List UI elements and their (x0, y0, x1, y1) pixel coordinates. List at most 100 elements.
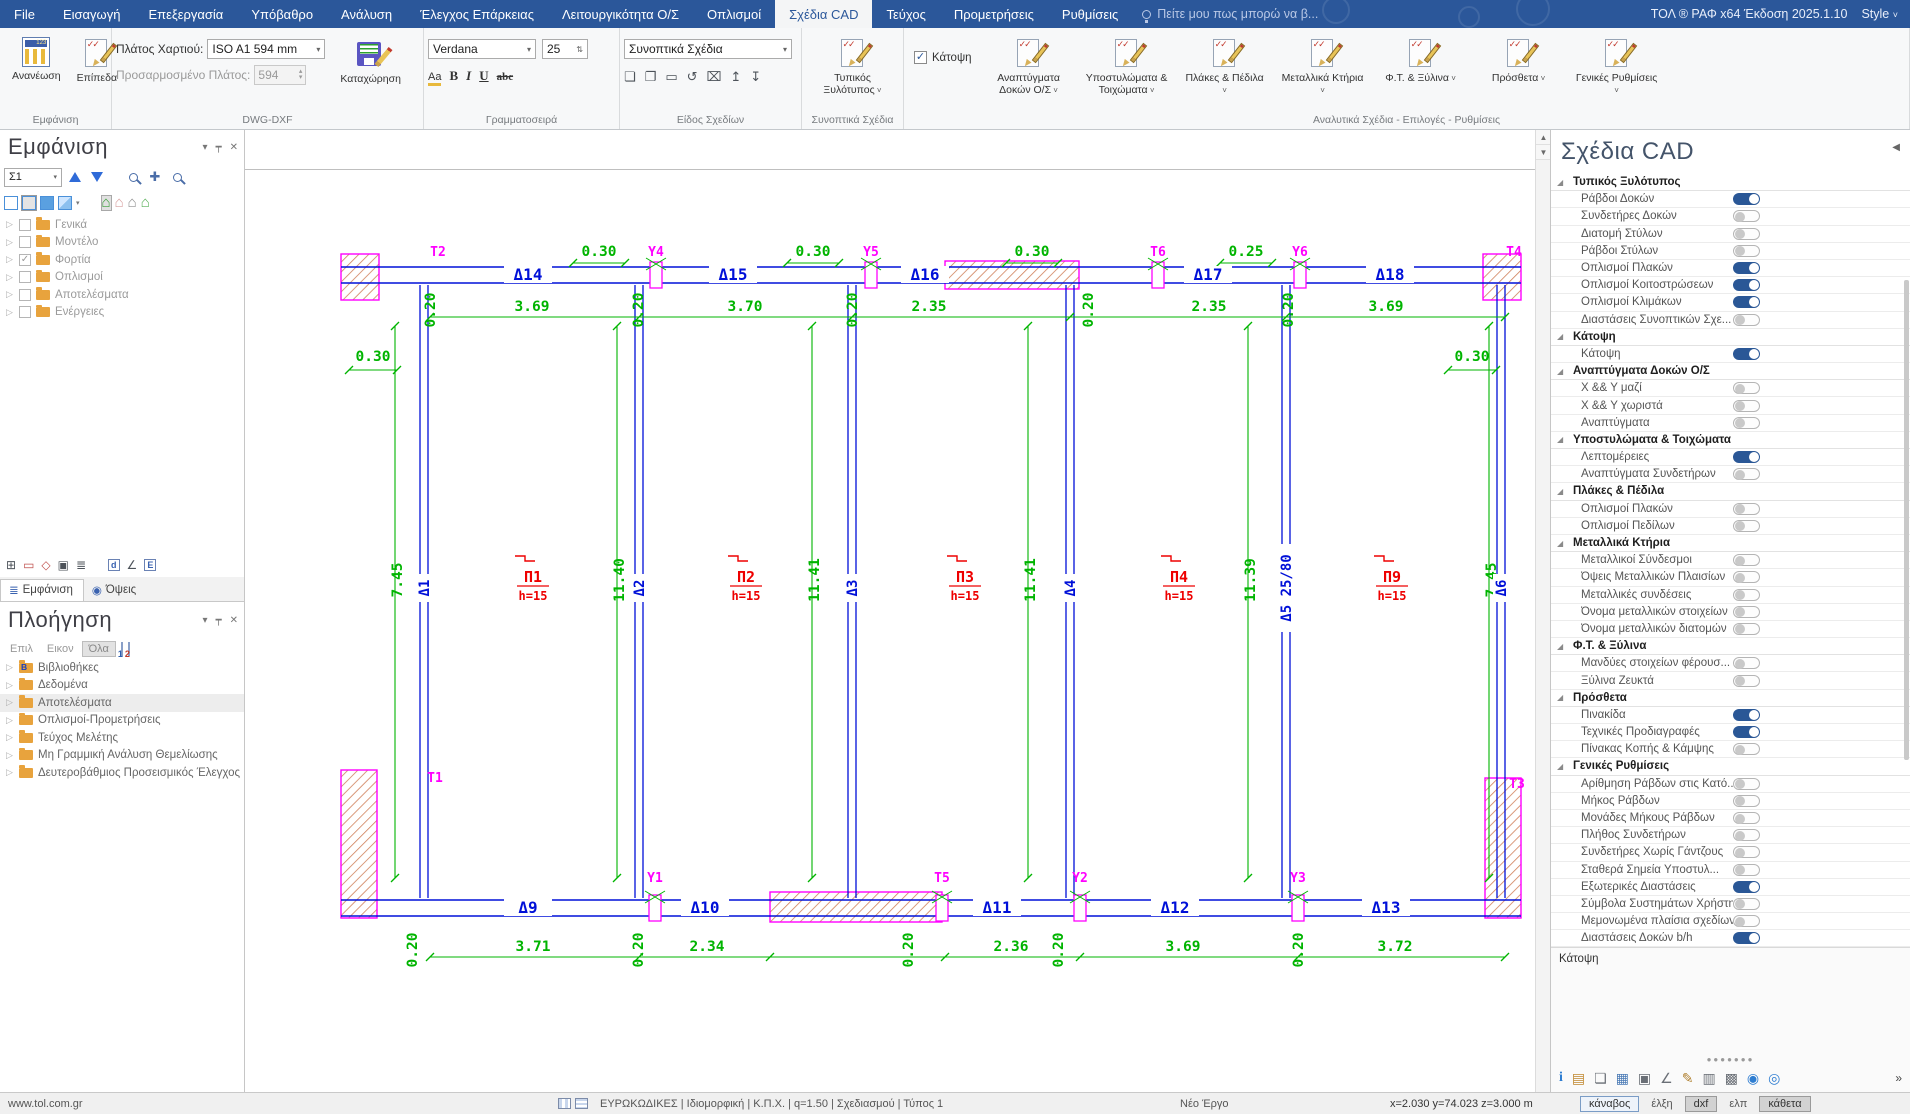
panel-scrollbar-thumb[interactable] (1904, 280, 1909, 760)
view-hiddenline-button[interactable] (21, 195, 37, 211)
expand-icon[interactable]: ▷ (6, 306, 13, 317)
toggle-switch[interactable] (1733, 915, 1760, 928)
toggle-switch[interactable] (1733, 382, 1760, 395)
angle-tool-icon[interactable]: ∠ (1660, 1069, 1673, 1086)
font-size-spinner[interactable]: 25 ⇅ (542, 39, 588, 59)
angle-icon[interactable]: ∠ (126, 558, 138, 573)
expand-icon[interactable]: ▷ (6, 219, 13, 230)
toggle-switch[interactable] (1733, 726, 1760, 739)
expand-icon[interactable]: ▷ (6, 697, 13, 708)
nav-folder[interactable]: ▷ Μη Γραμμική Ανάλυση Θεμελίωσης (0, 747, 244, 765)
elements-icon[interactable]: E (144, 559, 157, 572)
tab-display[interactable]: ≣ Εμφάνιση (0, 579, 84, 602)
toggle-switch[interactable] (1733, 880, 1760, 893)
delete-drawing-icon[interactable]: ⌧ (706, 69, 722, 84)
style-menu[interactable]: Style ˅ (1861, 7, 1898, 21)
drawing-kind-select[interactable]: Συνοπτικά Σχέδια ▾ (624, 39, 792, 59)
pencil-icon[interactable]: ✎ (1681, 1069, 1694, 1086)
nav-mini-tab-Όλα[interactable]: Όλα (81, 640, 116, 657)
pan-button[interactable]: ✚ (146, 168, 164, 186)
collapse-triangle-icon[interactable]: ◢ (1557, 486, 1564, 496)
toggle-switch[interactable] (1733, 227, 1760, 240)
select-filter-icon[interactable]: ▣ (57, 558, 69, 573)
undo-icon[interactable]: ↺ (686, 69, 698, 84)
tree-item-Οπλισμοί[interactable]: ▷ Οπλισμοί (0, 269, 244, 287)
structure-full-button[interactable]: ⌂ (100, 194, 112, 211)
expand-icon[interactable]: ▷ (6, 767, 13, 778)
toggle-switch[interactable] (1733, 863, 1760, 876)
drawing-group-header[interactable]: ◢ Υποστυλώματα & Τοιχώματα (1551, 432, 1910, 449)
collapse-triangle-icon[interactable]: ◢ (1557, 693, 1564, 703)
paper-width-select[interactable]: ISO A1 594 mm ▾ (207, 39, 326, 59)
nav-mini-tab-Εικον[interactable]: Εικον (46, 642, 74, 655)
expand-icon[interactable]: ▷ (6, 679, 13, 690)
toggle-switch[interactable] (1733, 193, 1760, 206)
toggle-switch[interactable] (1733, 674, 1760, 687)
chevron-down-icon[interactable]: ▾ (76, 200, 80, 207)
dimension-icon[interactable]: d (108, 559, 120, 572)
nav-folder[interactable]: ▷ Δεδομένα (0, 677, 244, 695)
status-toggle-ελπ[interactable]: ελπ (1729, 1097, 1748, 1110)
scroll-down-icon[interactable]: ▼ (1536, 145, 1550, 160)
toggle-switch[interactable] (1733, 451, 1760, 464)
toggle-switch[interactable] (1733, 812, 1760, 825)
menu-item-επεξεργασία[interactable]: Επεξεργασία (148, 6, 224, 22)
structure-green-button[interactable]: ⌂ (140, 194, 150, 211)
drawing-group-header[interactable]: ◢ Μεταλλικά Κτήρια (1551, 535, 1910, 553)
panel-dropdown-icon[interactable]: ▾ (202, 614, 208, 626)
menu-item-file[interactable]: File (14, 6, 35, 22)
checkbox-icon[interactable] (19, 218, 31, 231)
typical-formwork-button[interactable]: ✓✓ Τυπικός Ξυλότυπος ˅ (823, 39, 882, 97)
menu-item-ρυθμίσεις[interactable]: Ρυθμίσεις (1061, 6, 1119, 22)
toggle-switch[interactable] (1733, 468, 1760, 481)
grid-icon[interactable]: ▩ (1724, 1069, 1738, 1086)
collapse-triangle-icon[interactable]: ◢ (1557, 538, 1564, 548)
view-sectioned-button[interactable] (58, 196, 72, 210)
toggle-switch[interactable] (1733, 210, 1760, 223)
checkbox-icon[interactable] (19, 271, 31, 284)
clear-format-button[interactable]: Aa (428, 67, 442, 86)
drawing-group-header[interactable]: ◢ Κάτοψη (1551, 329, 1910, 346)
ribbon-button-4[interactable]: ✓✓ Φ.Τ. & Ξύλινα ˅ (1385, 39, 1456, 84)
globe-icon[interactable]: ◉ (1746, 1069, 1760, 1086)
bold-button[interactable]: B (449, 68, 459, 83)
drawing-group-header[interactable]: ◢ Πλάκες & Πέδιλα (1551, 483, 1910, 501)
toggle-switch[interactable] (1733, 313, 1760, 326)
drawing-group-header[interactable]: ◢ Τυπικός Ξυλότυπος (1551, 174, 1910, 192)
splitter-handle[interactable]: ●●●●●●● (1706, 1055, 1755, 1064)
collapse-triangle-icon[interactable]: ◢ (1557, 641, 1564, 651)
chart-icon[interactable]: ▦ (1615, 1069, 1629, 1086)
layers-icon[interactable]: ▤ (1571, 1069, 1586, 1086)
toggle-switch[interactable] (1733, 829, 1760, 842)
level-down-button[interactable] (88, 168, 106, 186)
panel-dropdown-icon[interactable]: ▾ (202, 141, 208, 153)
zoom-previous-button[interactable] (168, 168, 186, 186)
ribbon-button-5[interactable]: ✓✓ Πρόσθετα ˅ (1491, 39, 1546, 84)
tree-item-Μοντέλο[interactable]: ▷ Μοντέλο (0, 234, 244, 252)
import-icon[interactable]: ↧ (750, 69, 762, 84)
tab-views[interactable]: ◉ Όψεις (91, 584, 137, 598)
toggle-switch[interactable] (1733, 622, 1760, 635)
ribbon-button-0[interactable]: ✓✓ Αναπτύγματα Δοκών Ο/Σ ˅ (997, 39, 1060, 97)
properties-icon[interactable]: ≣ (75, 558, 87, 573)
nav-folder[interactable]: ▷ Δευτεροβάθμιος Προσεισμικός Έλεγχος (0, 764, 244, 782)
expand-icon[interactable]: ▷ (6, 254, 13, 265)
tell-me-search[interactable]: Πείτε μου πως μπορώ να β... (1132, 0, 1328, 28)
expand-icon[interactable]: ▷ (6, 271, 13, 282)
tree-item-Φορτία[interactable]: ▷ ✓ Φορτία (0, 251, 244, 269)
printer-icon[interactable]: ▣ (1637, 1069, 1652, 1086)
drawing-group-header[interactable]: ◢ Γενικές Ρυθμίσεις (1551, 758, 1910, 776)
toggle-switch[interactable] (1733, 605, 1760, 618)
menu-item-έλεγχος-επάρκειας[interactable]: Έλεγχος Επάρκειας (420, 6, 534, 22)
toggle-switch[interactable] (1733, 262, 1760, 275)
tree-item-Ενέργειες[interactable]: ▷ Ενέργειες (0, 304, 244, 322)
toggle-switch[interactable] (1733, 571, 1760, 584)
collapse-triangle-icon[interactable]: ◢ (1557, 435, 1564, 445)
rename-drawing-icon[interactable]: ▭ (665, 69, 678, 84)
level-up-button[interactable] (66, 168, 84, 186)
drawing-canvas[interactable]: 7.45 11.40 11.41 11.41 11.39 7.45 3.69 3.70 2.35… (245, 130, 1550, 1092)
menu-item-υπόβαθρο[interactable]: Υπόβαθρο (251, 6, 314, 22)
toggle-switch[interactable] (1733, 897, 1760, 910)
nav-folder[interactable]: ▷ Αποτελέσματα (0, 694, 244, 712)
nav-table1-icon[interactable]: 1 (118, 641, 123, 659)
